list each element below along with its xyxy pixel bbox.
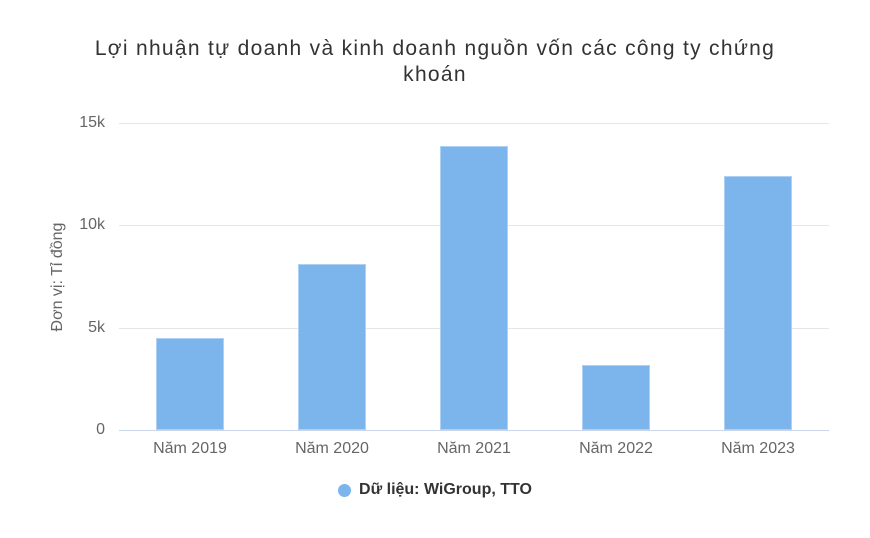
bar-năm-2020[interactable] [298, 264, 366, 430]
y-axis-tick-label: 10k [79, 216, 105, 234]
plot-area [119, 123, 829, 431]
legend-label: Dữ liệu: WiGroup, TTO [359, 481, 532, 498]
bar-năm-2022[interactable] [582, 364, 650, 430]
x-axis-label: Năm 2019 [153, 440, 227, 457]
legend-marker-icon [338, 483, 352, 497]
x-axis-label: Năm 2022 [579, 440, 653, 457]
y-gridline [119, 123, 829, 124]
x-axis-label: Năm 2023 [721, 440, 795, 457]
y-axis-tick-label: 5k [88, 318, 105, 336]
bar-năm-2019[interactable] [156, 337, 224, 430]
x-axis-label: Năm 2021 [437, 440, 511, 457]
y-axis-tick-label: 15k [79, 114, 105, 131]
y-axis-title: Đơn vị: Tỉ đồng [49, 222, 66, 332]
y-gridline [119, 430, 829, 431]
bar-năm-2021[interactable] [440, 145, 508, 430]
chart-title: Lợi nhuận tự doanh và kinh doanh nguồn v… [94, 37, 776, 86]
y-axis-tick-label: 0 [96, 421, 105, 438]
bar-năm-2023[interactable] [724, 176, 792, 430]
legend-item[interactable]: Dữ liệu: WiGroup, TTO [0, 481, 870, 499]
x-axis-label: Năm 2020 [295, 440, 369, 457]
